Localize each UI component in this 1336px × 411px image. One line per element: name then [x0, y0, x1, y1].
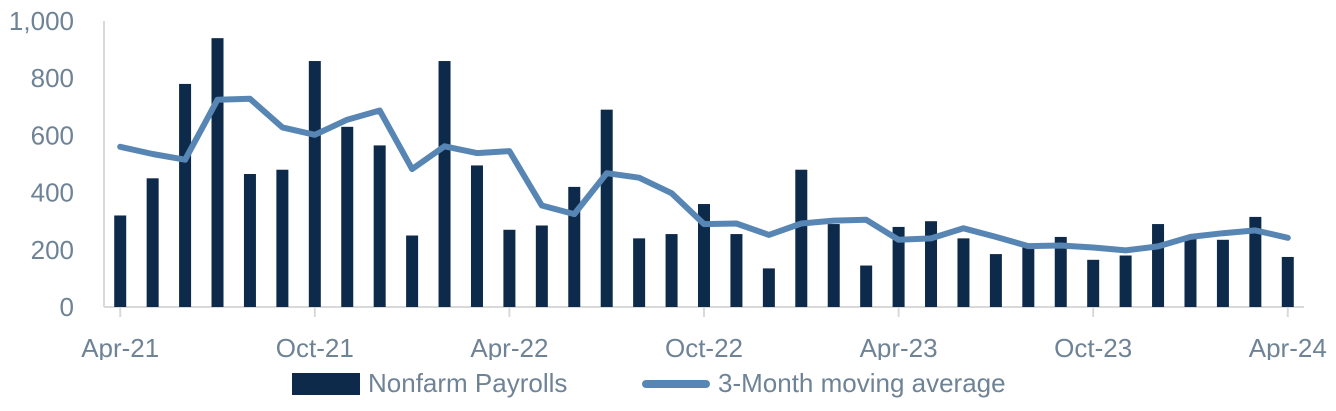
y-tick-label: 1,000	[9, 6, 74, 36]
bar-Dec-21	[373, 145, 386, 307]
bar-Nov-21	[341, 126, 354, 307]
bar-Jan-24	[1184, 238, 1197, 307]
legend-swatch-line	[642, 379, 710, 388]
bar-Sep-21	[276, 169, 289, 307]
bar-Oct-21	[308, 61, 321, 307]
bar-Aug-23	[1022, 246, 1035, 307]
x-tick-label: Apr-22	[470, 333, 548, 360]
chart-svg: 0 200 400 600 800 1,000 Apr-21 Oct-21 Apr-22 Oct…	[9, 6, 1327, 360]
x-tick-label: Oct-21	[276, 333, 354, 360]
bar-Nov-22	[730, 234, 743, 307]
legend-label: 3-Month moving average	[718, 368, 1006, 398]
bar-Aug-22	[633, 238, 646, 307]
y-tick-label: 800	[31, 63, 74, 93]
bar-Feb-24	[1216, 239, 1229, 307]
bar-Jul-23	[989, 254, 1002, 307]
bar-Jan-23	[795, 169, 808, 307]
y-axis-labels: 0 200 400 600 800 1,000	[9, 6, 74, 322]
bar-Jan-22	[406, 235, 419, 307]
bar-Jul-21	[211, 38, 224, 307]
bar-Dec-22	[762, 268, 775, 307]
x-tick-label: Oct-23	[1054, 333, 1132, 360]
bar-Apr-24	[1281, 256, 1294, 307]
bar-Jun-22	[568, 186, 581, 307]
bar-May-21	[146, 178, 159, 307]
bar-Mar-24	[1249, 216, 1262, 307]
bar-Dec-23	[1152, 224, 1165, 307]
bar-series	[114, 38, 1294, 307]
bar-Feb-23	[827, 224, 840, 307]
x-tick-label: Apr-24	[1249, 333, 1327, 360]
bar-Jun-21	[179, 83, 192, 307]
bar-Aug-21	[243, 174, 256, 307]
bar-Sep-23	[1054, 236, 1067, 307]
bar-Nov-23	[1119, 255, 1132, 307]
line-series-3-month-moving-average	[117, 95, 1291, 254]
x-tick-label: Apr-23	[860, 333, 938, 360]
bar-Oct-22	[698, 204, 710, 307]
x-tick-label: Oct-22	[665, 333, 743, 360]
y-tick-label: 600	[31, 120, 74, 150]
bar-May-22	[535, 225, 548, 307]
y-tick-label: 0	[60, 292, 74, 322]
x-axis-ticks	[119, 307, 1289, 317]
bar-May-23	[925, 221, 938, 307]
x-tick-label: Apr-21	[81, 333, 159, 360]
legend-item-moving-average: 3-Month moving average	[642, 368, 1006, 399]
legend: Nonfarm Payrolls 3-Month moving average	[0, 368, 1336, 408]
bar-Apr-21	[114, 215, 127, 307]
bar-Jun-23	[957, 238, 970, 307]
legend-label: Nonfarm Payrolls	[368, 368, 568, 398]
x-axis-labels: Apr-21 Oct-21 Apr-22 Oct-22 Apr-23 Oct-23 Apr-…	[81, 333, 1327, 360]
bar-Apr-23	[892, 226, 905, 307]
bar-Sep-22	[665, 234, 678, 307]
legend-swatch-bar	[292, 372, 360, 395]
bar-Oct-23	[1087, 259, 1100, 307]
bar-Mar-22	[470, 165, 483, 307]
bar-Apr-22	[503, 229, 516, 307]
legend-item-nonfarm-payrolls: Nonfarm Payrolls	[292, 368, 567, 399]
bar-Mar-23	[860, 265, 873, 307]
y-tick-label: 200	[31, 235, 74, 265]
bar-Feb-22	[438, 61, 451, 307]
y-tick-label: 400	[31, 178, 74, 208]
bar-Jul-22	[600, 109, 613, 307]
